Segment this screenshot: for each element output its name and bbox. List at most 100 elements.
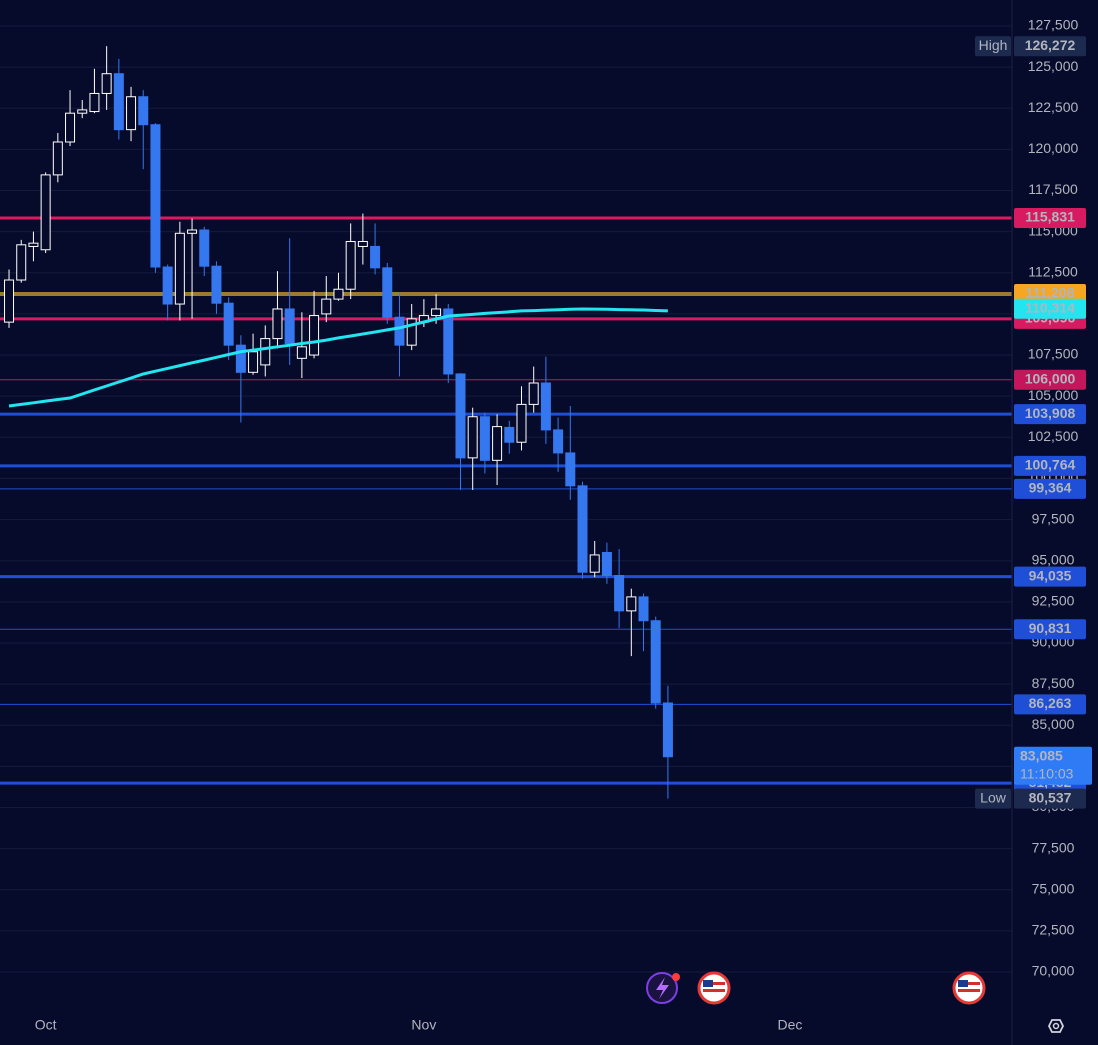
y-tick-label: 97,500 <box>1032 510 1075 526</box>
candle-body <box>28 242 39 247</box>
candle-body <box>89 92 100 113</box>
candle-body <box>431 308 442 317</box>
candle-body <box>296 346 307 359</box>
candle-body <box>614 574 625 612</box>
level-label: 100,764 <box>1025 457 1076 473</box>
candle-body <box>467 416 478 459</box>
ma-label: 110,314 <box>1025 299 1075 315</box>
candle-body <box>65 112 76 143</box>
candle-body <box>577 485 588 573</box>
icon-stripe <box>958 989 980 992</box>
candle-body <box>504 426 515 443</box>
settings-icon[interactable] <box>1047 1019 1065 1033</box>
candle-body <box>16 244 27 281</box>
candle-body <box>77 109 88 114</box>
icon-event[interactable] <box>952 971 986 1005</box>
candle-body <box>138 96 149 126</box>
y-tick-label: 112,500 <box>1028 263 1078 279</box>
level-label: 111,208 <box>1025 285 1074 301</box>
candle-body <box>382 267 393 318</box>
candle-body <box>260 338 271 366</box>
icon-ring <box>697 971 731 1005</box>
extreme-tag: Low <box>980 789 1007 805</box>
y-tick-label: 92,500 <box>1032 593 1075 609</box>
level-label-bg <box>1014 404 1086 425</box>
candle-body <box>174 232 185 305</box>
candle-body <box>565 452 576 487</box>
level-label-bg <box>1014 478 1086 499</box>
level-label-bg <box>1014 369 1086 390</box>
level-label: 90,831 <box>1029 620 1072 636</box>
candle-body <box>309 315 320 356</box>
level-label: 94,035 <box>1029 567 1072 583</box>
icon-event[interactable] <box>697 971 731 1005</box>
icon-stripe <box>703 989 725 992</box>
extreme-tag-bg <box>975 788 1011 809</box>
candle-body <box>357 241 368 247</box>
level-label: 99,364 <box>1029 480 1072 496</box>
candle-body <box>333 288 344 300</box>
y-tick-label: 95,000 <box>1032 551 1075 567</box>
y-tick-label: 87,500 <box>1032 675 1075 691</box>
y-tick-label: 120,000 <box>1028 140 1079 156</box>
icon-canton <box>958 980 968 987</box>
icon-bolt <box>656 977 669 999</box>
level-label-bg <box>1014 694 1086 715</box>
candle-body <box>211 265 222 304</box>
candle-body <box>662 702 673 758</box>
gear-hole <box>1052 1022 1060 1030</box>
candle-body <box>126 96 137 131</box>
y-tick-label: 77,500 <box>1032 839 1075 855</box>
moving-average <box>8 307 668 408</box>
candle-body <box>540 382 551 431</box>
candle-body <box>321 298 332 315</box>
candle-body <box>235 344 246 373</box>
candle-body <box>248 351 259 373</box>
extreme-value-bg <box>1014 36 1086 57</box>
candle-body <box>406 318 417 346</box>
candle-body <box>479 416 490 461</box>
candle-body <box>199 229 210 267</box>
candle-body <box>589 554 600 573</box>
candle-body <box>516 403 527 443</box>
candle-body <box>601 551 612 576</box>
y-tick-label: 75,000 <box>1032 880 1075 896</box>
countdown: 11:10:03 <box>1020 765 1074 781</box>
candle-body <box>626 596 637 612</box>
ma-label-bg <box>1014 298 1086 319</box>
candle-body <box>4 279 15 323</box>
y-tick-label: 122,500 <box>1028 99 1079 115</box>
icon-canton <box>703 980 713 987</box>
candle-body <box>528 382 539 405</box>
candle-body <box>150 124 161 268</box>
y-tick-label: 85,000 <box>1032 716 1075 732</box>
level-label: 115,831 <box>1025 209 1075 225</box>
current-price: 83,085 <box>1020 747 1063 763</box>
level-label-bg <box>1014 455 1086 476</box>
icon-assistant[interactable] <box>646 972 680 1004</box>
y-tick-label: 127,500 <box>1028 17 1079 33</box>
candle-body <box>187 229 198 234</box>
extreme-value-bg <box>1014 788 1086 809</box>
candle-body <box>113 73 124 131</box>
x-tick-label: Oct <box>35 1017 57 1033</box>
candle-body <box>650 620 661 704</box>
gear <box>1047 1019 1065 1033</box>
candle-body <box>162 266 173 305</box>
candle-body <box>553 429 564 454</box>
level-label: 106,000 <box>1025 370 1076 386</box>
y-tick-label: 117,500 <box>1028 181 1078 197</box>
y-tick-label: 72,500 <box>1032 922 1075 938</box>
y-tick-label: 70,000 <box>1032 963 1075 979</box>
candle-body <box>638 596 649 622</box>
extreme-tag-bg <box>975 36 1011 57</box>
y-tick-label: 107,500 <box>1028 346 1079 362</box>
icon-stripe <box>958 982 980 985</box>
icon-stripe <box>703 982 725 985</box>
candle-body <box>394 316 405 346</box>
candle-body <box>272 308 283 340</box>
y-tick-label: 102,500 <box>1028 428 1079 444</box>
candle-body <box>101 73 112 94</box>
